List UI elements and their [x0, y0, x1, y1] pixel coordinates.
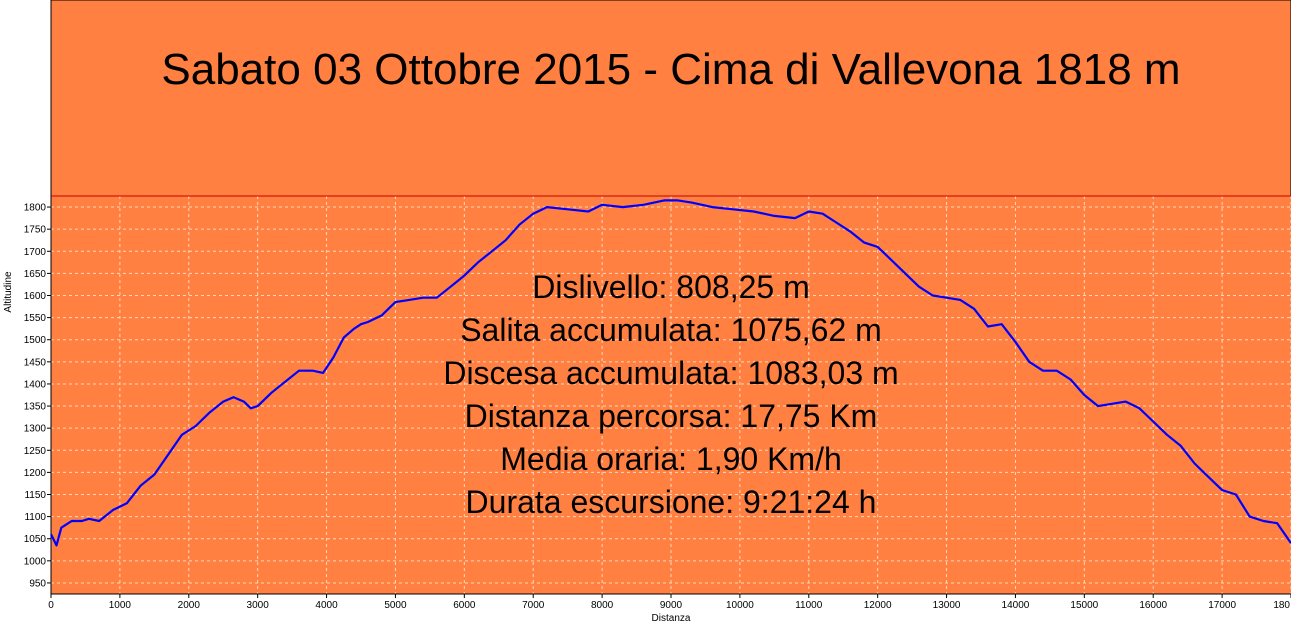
- stat-line: Durata escursione: 9:21:24 h: [466, 484, 877, 520]
- y-tick-label: 1000: [24, 556, 47, 567]
- y-tick-label: 1650: [24, 269, 47, 280]
- stat-line: Salita accumulata: 1075,62 m: [460, 312, 882, 348]
- x-tick-label: 13000: [933, 600, 961, 611]
- x-tick-label: 2000: [178, 600, 201, 611]
- y-tick-label: 1800: [24, 203, 47, 214]
- grid-lines: [51, 196, 1291, 594]
- x-tick-label: 1000: [109, 600, 132, 611]
- y-tick-label: 1100: [24, 512, 46, 523]
- y-tick-label: 950: [29, 578, 46, 589]
- chart-title: Sabato 03 Ottobre 2015 - Cima di Vallevo…: [161, 45, 1180, 94]
- x-tick-label: 5000: [384, 600, 407, 611]
- altitude-series-line: [50, 199, 1291, 547]
- x-tick-label: 11000: [795, 600, 823, 611]
- x-tick-label: 0: [48, 600, 54, 611]
- y-tick-label: 1150: [24, 490, 46, 501]
- x-tick-label: 17000: [1208, 600, 1236, 611]
- stat-line: Media oraria: 1,90 Km/h: [500, 441, 842, 477]
- y-tick-label: 1600: [24, 291, 47, 302]
- y-tick-label: 1200: [24, 468, 47, 479]
- y-tick-label: 1750: [24, 225, 47, 236]
- y-tick-label: 1700: [24, 247, 47, 258]
- x-tick-label: 14000: [1002, 600, 1030, 611]
- y-tick-label: 1300: [24, 424, 47, 435]
- x-tick-label: 180: [1273, 600, 1290, 611]
- x-axis-ticks: 0 1000 2000 3000 4000 5000 6000 7000 8000 9000 100…: [48, 594, 1291, 611]
- x-tick-label: 9000: [660, 600, 683, 611]
- x-tick-label: 10000: [726, 600, 754, 611]
- y-tick-label: 1500: [24, 335, 47, 346]
- y-axis-title: Altitudine: [3, 271, 14, 313]
- y-tick-label: 1250: [24, 446, 47, 457]
- stat-line: Dislivello: 808,25 m: [532, 269, 809, 305]
- x-tick-label: 6000: [453, 600, 476, 611]
- y-axis-ticks: 950 1000 1050 1100 1150 1200 1250 1300 1350 1400 1…: [24, 203, 51, 589]
- y-tick-label: 1550: [24, 313, 47, 324]
- stat-line: Discesa accumulata: 1083,03 m: [443, 355, 898, 391]
- x-tick-label: 12000: [864, 600, 892, 611]
- y-tick-label: 1400: [24, 379, 47, 390]
- y-tick-label: 1350: [24, 402, 47, 413]
- x-tick-label: 3000: [247, 600, 270, 611]
- x-tick-label: 4000: [315, 600, 338, 611]
- x-tick-label: 8000: [591, 600, 614, 611]
- x-tick-label: 15000: [1070, 600, 1098, 611]
- x-tick-label: 7000: [522, 600, 545, 611]
- title-panel: [50, 0, 1291, 197]
- stats-block: Dislivello: 808,25 m Salita accumulata: 1…: [443, 269, 898, 520]
- x-axis-title: Distanza: [652, 613, 691, 624]
- y-tick-label: 1050: [24, 534, 47, 545]
- stat-line: Distanza percorsa: 17,75 Km: [465, 398, 878, 434]
- x-tick-label: 16000: [1139, 600, 1167, 611]
- y-tick-label: 1450: [24, 357, 47, 368]
